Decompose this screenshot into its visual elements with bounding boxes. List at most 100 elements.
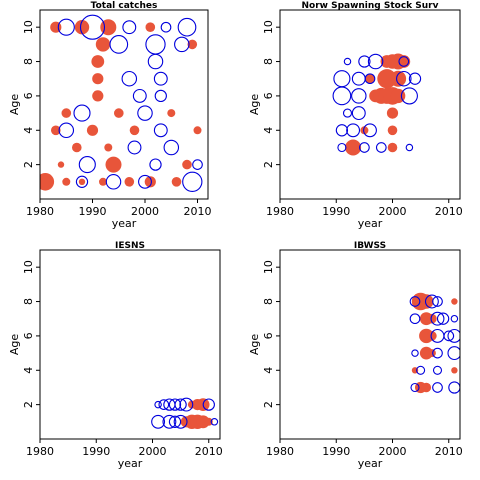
y-tick-label: 6 (262, 332, 275, 339)
y-tick-label: 2 (22, 161, 35, 168)
bubble-filled (57, 161, 65, 168)
x-tick-label: 1990 (322, 445, 350, 458)
bubble-filled (387, 125, 398, 136)
bubble-filled (51, 125, 61, 136)
bubble-filled (129, 125, 140, 136)
chart-panel-4: IBWSS 1980 1990 2000 2010 2 4 6 8 10 year Age (248, 241, 463, 470)
bubble-layer (40, 14, 203, 192)
bubble-filled (204, 417, 213, 426)
y-axis-title: Age (8, 334, 21, 356)
bubble-filled (196, 415, 210, 429)
bubble-open (351, 88, 367, 104)
bubble-layer (151, 397, 219, 429)
y-axis-title: Age (248, 94, 261, 116)
bubble-open (162, 414, 177, 429)
bubble-filled (92, 73, 104, 85)
plot-frame (279, 9, 461, 200)
x-tick-label: 1980 (26, 205, 54, 218)
bubble-open (432, 296, 443, 307)
bubble-filled (182, 159, 192, 170)
bubble-open (75, 175, 89, 188)
bubble-open (78, 156, 96, 174)
bubble-open (363, 123, 377, 138)
bubble-open (409, 296, 421, 307)
bubble-open (179, 397, 194, 412)
bubble-filled (345, 139, 362, 156)
bubble-filled (86, 124, 99, 136)
bubble-filled (390, 70, 407, 87)
bubble-open (342, 108, 353, 118)
y-tick-label: 8 (22, 298, 35, 305)
bubble-filled (387, 142, 398, 153)
bubble-open (168, 398, 182, 411)
bubble-open (137, 105, 153, 121)
bubble-open (168, 415, 182, 428)
bubble-filled (421, 382, 432, 393)
y-tick-label: 4 (22, 127, 35, 134)
plot-frame (39, 9, 209, 200)
bubble-open (173, 414, 188, 429)
y-tick-label: 2 (22, 401, 35, 408)
bubble-open (398, 56, 410, 67)
bubble-filled (145, 22, 156, 32)
plot-frame (279, 249, 461, 440)
y-tick-label: 10 (22, 260, 35, 274)
bubble-open (400, 87, 418, 105)
bubble-open (343, 57, 352, 66)
bubble-open (430, 311, 445, 326)
bubble-filled (427, 349, 436, 358)
bubble-open (409, 313, 421, 325)
x-axis-title: year (358, 217, 383, 230)
x-tick-label: 2010 (195, 445, 223, 458)
x-tick-label: 2010 (435, 205, 463, 218)
bubble-filled (92, 90, 104, 102)
bubble-open (333, 70, 351, 88)
bubble-open (432, 382, 443, 393)
bubble-filled (365, 73, 375, 84)
bubble-open (138, 174, 152, 189)
bubble-filled (61, 108, 72, 118)
panel-title: Total catches (91, 1, 158, 11)
bubble-open (158, 399, 170, 410)
bubble-filled (74, 20, 90, 35)
bubble-open (79, 14, 106, 40)
x-tick-label: 1980 (26, 445, 54, 458)
x-tick-label: 1990 (82, 445, 110, 458)
bubble-open (411, 349, 419, 357)
bubble-filled (144, 176, 156, 188)
x-tick-label: 2010 (184, 205, 212, 218)
bubble-open (416, 365, 426, 375)
bubble-filled (91, 55, 105, 68)
bubble-open (359, 142, 370, 153)
y-tick-label: 4 (22, 367, 35, 374)
y-tick-label: 2 (262, 161, 275, 168)
bubble-filled (99, 177, 107, 186)
x-tick-label: 1980 (266, 205, 294, 218)
x-axis-title: year (118, 457, 143, 470)
x-tick-label: 2000 (139, 445, 167, 458)
bubble-filled (167, 109, 176, 118)
bubble-open (367, 53, 384, 70)
bubble-filled (104, 143, 113, 152)
bubble-filled (451, 298, 458, 305)
chart-panel-1: Total catches 1980 1990 2000 2010 2 4 6 8 10 year A… (8, 1, 212, 230)
bubble-open (105, 174, 122, 190)
x-tick-label: 2000 (379, 445, 407, 458)
bubble-open (153, 123, 168, 138)
bubble-open (447, 328, 460, 343)
bubble-open (210, 418, 219, 426)
y-tick-label: 8 (262, 298, 275, 305)
y-axis-title: Age (8, 94, 21, 116)
bubble-filled (386, 107, 399, 119)
bubble-filled (95, 37, 111, 52)
bubble-filled (360, 126, 369, 135)
bubble-filled (40, 173, 55, 191)
bubble-open (151, 414, 166, 429)
bubble-open (335, 124, 349, 137)
bubble-filled (427, 331, 437, 341)
bubble-filled (451, 367, 458, 374)
bubble-layer (409, 292, 460, 394)
bubble-filled (193, 126, 202, 135)
bubble-open (396, 70, 412, 87)
